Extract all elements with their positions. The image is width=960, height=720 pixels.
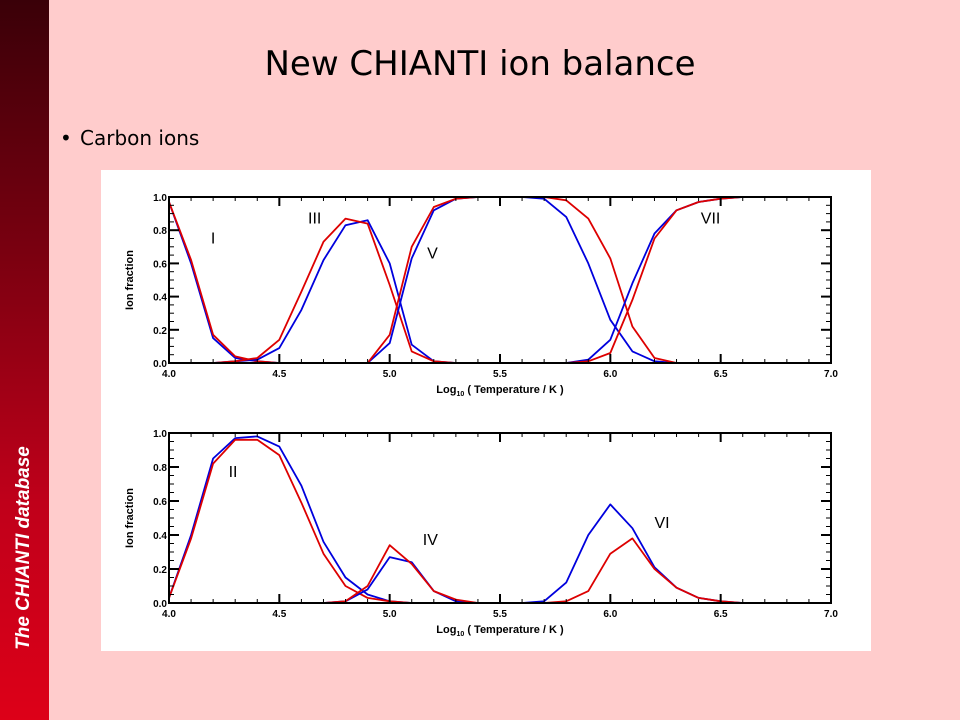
chart2-x-tick-label-3: 5.5 [493,609,507,620]
chart2-x-tick-label-4: 6.0 [603,609,617,620]
chart2-x-tick-label-0: 4.0 [162,609,176,620]
chart1-ion-label-I: I [211,230,215,247]
ion-balance-charts: 4.0 4.5 5.0 5.5 6.0 6.5 7.0 0.0 0.2 0.4 0.6 0.8 1.0 L… [124,193,838,638]
chart1-x-tick-label-4: 6.0 [603,369,617,380]
chart1-y-tick-label-2: 0.4 [153,293,167,304]
chart2-y-tick-label-0: 0.0 [153,599,167,610]
chart1-series-line-blue-2 [169,219,831,364]
chart2-x-tick-label-6: 7.0 [824,609,838,620]
chart2-y-tick-label-1: 0.2 [153,565,167,576]
bullet-dot: • [60,126,72,150]
chart1-y-tick-label-5: 1.0 [153,193,167,204]
chart1-x-tick-label-5: 6.5 [714,369,728,380]
chart1-series-line-red-3 [169,217,831,364]
chart2-y-tick-label-3: 0.6 [153,497,167,508]
chart2-series-line-red-5 [169,537,831,604]
chart2-y-tick-label-2: 0.4 [153,531,167,542]
chart1-y-axis-label: Ion fraction [124,250,136,310]
chart2-x-tick-label-1: 4.5 [272,609,286,620]
chart2-ion-label-VI: VI [654,515,669,532]
chart1-ion-label-III: III [308,211,321,228]
chart1-ion-label-V: V [427,245,438,262]
chart2-series-line-blue-0 [168,435,831,604]
chart2-ion-label-IV: IV [423,532,438,549]
chart2-x-tick-label-2: 5.0 [383,609,397,620]
bullet-item: • Carbon ions [60,126,199,150]
chart1-x-axis-label: Log10 ( Temperature / K ) [436,384,564,398]
sidebar-strip: The CHIANTI database [0,0,49,720]
chart1-y-tick-label-4: 0.8 [153,226,167,237]
chart2-series-line-red-1 [168,438,831,604]
chart1-series-line-blue-6 [169,196,831,364]
chart2-ion-label-II: II [229,464,238,481]
chart1-axes-frame [168,196,832,364]
chart1-y-tick-label-1: 0.2 [153,326,167,337]
chart1-series-line-blue-0 [168,201,831,364]
chart1-x-tick-label-2: 5.0 [383,369,397,380]
chart2-y-tick-label-5: 1.0 [153,429,167,440]
chart2-y-tick-label-4: 0.8 [153,463,167,474]
bullet-text: Carbon ions [80,126,200,150]
chart1-y-tick-label-0: 0.0 [153,359,167,370]
chart2-axes-frame [168,432,832,604]
chart1-y-tick-label-3: 0.6 [153,259,167,270]
chart1-x-tick-label-0: 4.0 [162,369,176,380]
chart1-series-line-red-5 [169,196,831,364]
chart1-x-tick-label-3: 5.5 [493,369,507,380]
chart1-series-line-red-7 [169,196,831,364]
chart1-x-tick-label-1: 4.5 [272,369,286,380]
slide-title: New CHIANTI ion balance [264,44,696,84]
chart1-ion-label-VII: VII [701,211,721,228]
chart2-x-axis-label: Log10 ( Temperature / K ) [436,624,564,638]
chart1-series-line-red-1 [168,201,831,364]
chart2-x-tick-label-5: 6.5 [714,609,728,620]
chart-panel: 4.0 4.5 5.0 5.5 6.0 6.5 7.0 0.0 0.2 0.4 0.6 0.8 1.0 L… [101,170,871,651]
sidebar-title: The CHIANTI database [13,446,34,650]
chart1-x-tick-label-6: 7.0 [824,369,838,380]
chart1-series-line-blue-4 [169,196,831,364]
chart2-series-line-blue-4 [169,503,831,604]
chart2-y-axis-label: Ion fraction [124,488,136,548]
